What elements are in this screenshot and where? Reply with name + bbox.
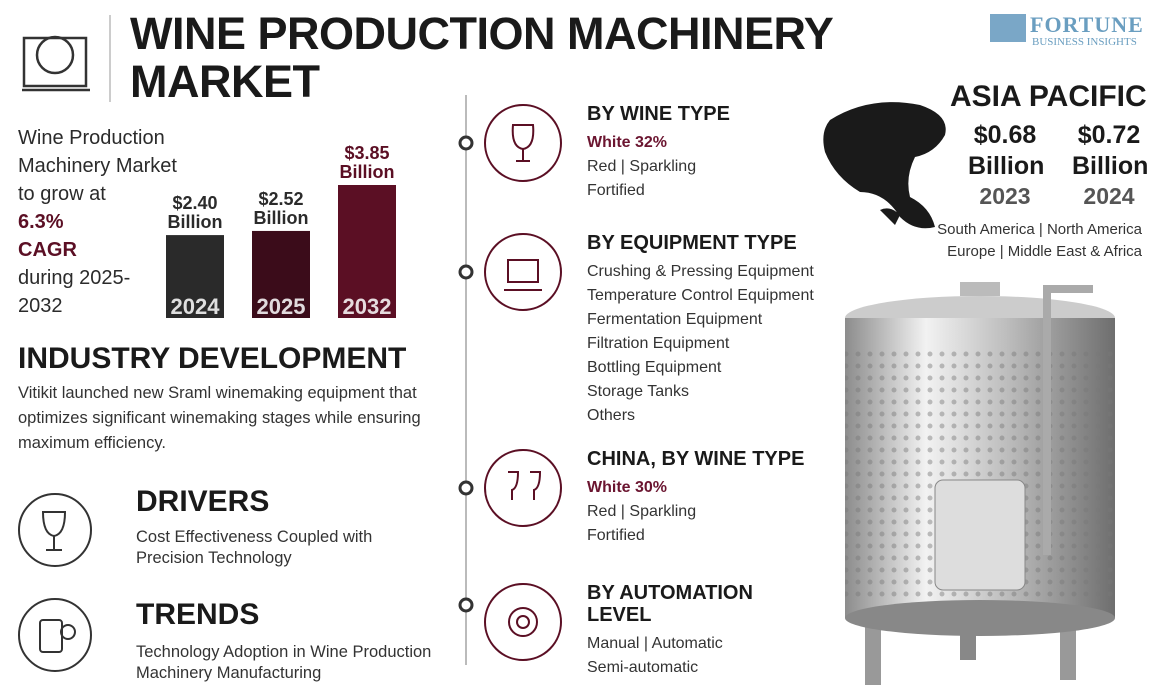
stat-year: 2023: [979, 183, 1031, 209]
growth-intro: Wine Production Machinery Market to grow…: [18, 127, 177, 205]
segment-highlight: White 30%: [587, 479, 668, 496]
segment-item: Manual | Automatic: [587, 635, 723, 652]
bar: [338, 185, 396, 318]
other-regions: South America | North America Europe | Mi…: [937, 219, 1142, 263]
segment-item: Semi-automatic: [587, 659, 699, 676]
industry-heading: INDUSTRY DEVELOPMENT: [18, 342, 407, 375]
region-stat: $0.72 Billion 2024: [1072, 120, 1149, 210]
segment: BY EQUIPMENT TYPE Crushing & Pressing Equ…: [587, 232, 827, 428]
growth: Wine Production Machinery Market to grow…: [18, 124, 198, 320]
segment-heading: BY EQUIPMENT TYPE: [587, 232, 797, 254]
bar: [166, 235, 224, 318]
value-label: $3.85 Billion: [340, 143, 395, 182]
asia-map: [823, 102, 946, 229]
segment-item: Others: [587, 407, 636, 424]
bar: [252, 230, 310, 318]
drivers-text: Cost Effectiveness Coupled with Precisio…: [136, 528, 373, 567]
segment-item: Red | Sparkling: [587, 158, 697, 175]
growth-cagr: 6.3% CAGR: [18, 211, 77, 261]
category-label: 2025: [257, 294, 306, 319]
brand-logo: [990, 14, 1026, 42]
tank-illustration: [845, 282, 1115, 685]
header-icon: [22, 35, 90, 92]
segment-item: Filtration Equipment: [587, 335, 730, 352]
timeline-nodes: [458, 104, 562, 661]
segment: BY WINE TYPE White 32% Red | Sparkling Fort…: [587, 103, 827, 203]
side-icons: [18, 493, 92, 672]
segment-item: Storage Tanks: [587, 383, 689, 400]
segment: CHINA, BY WINE TYPE White 30% Red | Sparkl…: [587, 448, 827, 548]
value-label: $2.52 Billion: [254, 189, 309, 228]
stat-year: 2024: [1083, 183, 1135, 209]
region-line: South America | North America: [937, 221, 1142, 238]
segment-item: Red | Sparkling: [587, 503, 697, 520]
bar-chart: 2024 $2.40 Billion 2025 $2.52 Billion 2032 $3.8…: [166, 143, 396, 319]
category-label: 2024: [171, 294, 221, 319]
segment-heading: BY AUTOMATION LEVEL: [587, 582, 753, 626]
region-line: Europe | Middle East & Africa: [947, 243, 1142, 260]
trends-text: Technology Adoption in Wine Production M…: [136, 643, 432, 682]
brand: FORTUNE: [1030, 12, 1144, 37]
region-name: ASIA PACIFIC: [950, 80, 1147, 113]
stat-value: $0.72 Billion: [1072, 121, 1149, 180]
segment-highlight: White 32%: [587, 134, 668, 151]
brand-sub: BUSINESS INSIGHTS: [1032, 36, 1137, 48]
stat-value: $0.68 Billion: [968, 121, 1045, 180]
segment-item: Fortified: [587, 182, 645, 199]
segment-heading: BY WINE TYPE: [587, 103, 730, 125]
trends-heading: TRENDS: [136, 598, 260, 631]
segment-item: Fortified: [587, 527, 645, 544]
title: WINE PRODUCTION MACHINERY MARKET: [130, 8, 833, 107]
segment-heading: CHINA, BY WINE TYPE: [587, 448, 805, 470]
drivers-heading: DRIVERS: [136, 485, 270, 518]
growth-period: during 2025-2032: [18, 267, 131, 317]
industry-text: Vitikit launched new Sraml winemaking eq…: [18, 384, 421, 452]
segment-item: Bottling Equipment: [587, 359, 722, 376]
segment: BY AUTOMATION LEVEL Manual | Automatic Sem…: [587, 582, 827, 680]
segment-item: Crushing & Pressing Equipment: [587, 263, 814, 280]
value-label: $2.40 Billion: [168, 193, 223, 232]
region-stat: $0.68 Billion 2023: [968, 120, 1045, 210]
segment-item: Temperature Control Equipment: [587, 287, 814, 304]
segment-item: Fermentation Equipment: [587, 311, 763, 328]
category-label: 2032: [343, 294, 392, 319]
